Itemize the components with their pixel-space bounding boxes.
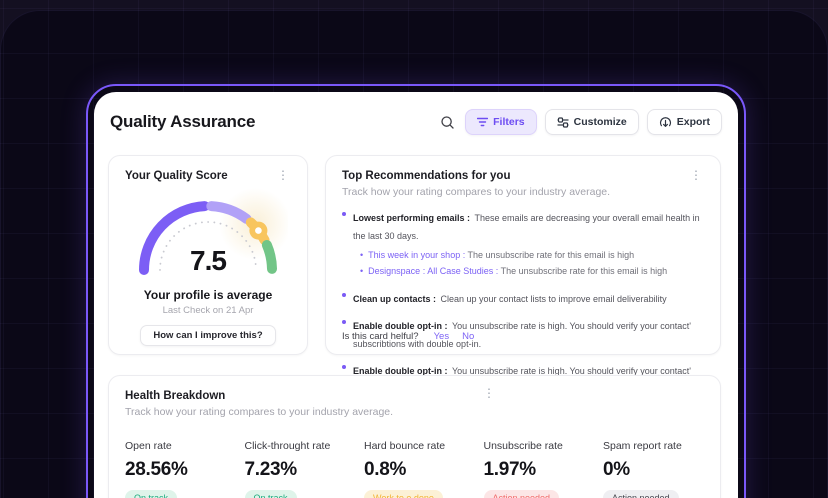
customize-button[interactable]: Customize bbox=[544, 109, 639, 135]
metric-value: 28.56% bbox=[125, 459, 188, 480]
dot-icon bbox=[360, 250, 368, 260]
page-title: Quality Assurance bbox=[110, 112, 256, 131]
card-feedback: Is this card helful? Yes No bbox=[342, 331, 474, 342]
recommendation-sublink: Designspace : All Case Studies : The uns… bbox=[360, 266, 704, 276]
feedback-yes-link[interactable]: Yes bbox=[433, 331, 450, 342]
health-breakdown-card: Health Breakdown Track how your rating c… bbox=[108, 375, 721, 498]
metric-label: Open rate bbox=[125, 440, 172, 452]
recommendations-title: Top Recommendations for you bbox=[342, 170, 511, 182]
filters-label: Filters bbox=[493, 116, 525, 128]
dot-icon bbox=[342, 320, 346, 324]
metric-label: Unsubscribe rate bbox=[483, 440, 563, 452]
health-title: Health Breakdown bbox=[125, 390, 226, 402]
recommendation-label: Lowest performing emails : bbox=[353, 213, 471, 223]
score-last-check: Last Check on 21 Apr bbox=[162, 305, 254, 316]
metric-value: 1.97% bbox=[483, 459, 537, 480]
recommendation-item: Clean up contacts : Clean up your contac… bbox=[342, 289, 704, 307]
email-link[interactable]: This week in your shop : bbox=[368, 250, 466, 260]
download-circle-icon bbox=[659, 116, 672, 129]
status-badge: On track bbox=[244, 490, 297, 498]
score-status: Your profile is average bbox=[143, 288, 273, 302]
recommendation-item: Lowest performing emails : These emails … bbox=[342, 208, 704, 244]
recommendations-menu-button[interactable] bbox=[688, 170, 704, 180]
score-gauge: 7.5 bbox=[125, 188, 291, 284]
status-badge: On track bbox=[125, 490, 178, 498]
recommendation-item: Enable double opt-in : You unsubscribe r… bbox=[342, 316, 704, 352]
recommendation-label: Enable double opt-in : bbox=[353, 366, 448, 376]
search-button[interactable] bbox=[438, 113, 457, 132]
metric-unsubscribe-rate: Unsubscribe rate 1.97% Action needed bbox=[483, 440, 604, 498]
recommendations-card: Top Recommendations for you Track how yo… bbox=[325, 155, 721, 394]
status-badge: Action needed bbox=[483, 490, 560, 498]
recommendations-subtitle: Track how your rating compares to your i… bbox=[342, 186, 611, 198]
recommendation-text: Clean up your contact lists to improve e… bbox=[440, 294, 667, 304]
metric-hard-bounce-rate: Hard bounce rate 0.8% Work to e done bbox=[364, 440, 484, 498]
metrics-row: Open rate 28.56% On track Click-throught… bbox=[125, 440, 704, 498]
dot-icon bbox=[342, 293, 346, 297]
recommendations-list: Lowest performing emails : These emails … bbox=[342, 208, 704, 397]
metric-label: Click-throught rate bbox=[244, 440, 331, 452]
filter-lines-icon bbox=[477, 117, 489, 127]
customize-label: Customize bbox=[573, 116, 627, 128]
recommendation-label: Enable double opt-in : bbox=[353, 321, 448, 331]
metric-value: 0.8% bbox=[364, 459, 407, 480]
dashboard-card: Quality Assurance Filters bbox=[94, 92, 738, 498]
sublink-text: The unsubscribe rate for this email is h… bbox=[467, 250, 635, 260]
improve-button[interactable]: How can I improve this? bbox=[140, 325, 276, 346]
metric-open-rate: Open rate 28.56% On track bbox=[125, 440, 245, 498]
metric-label: Spam report rate bbox=[603, 440, 682, 452]
recommendation-text: You unsubscribe rate is high. You should… bbox=[353, 321, 691, 349]
metric-label: Hard bounce rate bbox=[364, 440, 446, 452]
metric-click-through-rate: Click-throught rate 7.23% On track bbox=[244, 440, 365, 498]
email-link[interactable]: Designspace : All Case Studies : bbox=[368, 266, 499, 276]
filters-button[interactable]: Filters bbox=[465, 109, 537, 135]
sliders-icon bbox=[557, 116, 569, 128]
feedback-question: Is this card helful? bbox=[342, 331, 419, 342]
export-button[interactable]: Export bbox=[646, 109, 722, 135]
metric-value: 7.23% bbox=[244, 459, 298, 480]
dot-icon bbox=[342, 212, 346, 216]
recommendation-label: Clean up contacts : bbox=[353, 294, 437, 304]
header-bar: Quality Assurance Filters bbox=[110, 108, 722, 136]
score-value: 7.5 bbox=[190, 245, 227, 276]
health-subtitle: Track how your rating compares to your i… bbox=[125, 406, 394, 418]
health-menu-button[interactable] bbox=[481, 388, 497, 398]
status-badge: Work to e done bbox=[364, 490, 443, 498]
dashboard-outer-frame bbox=[86, 84, 746, 498]
metric-value: 0% bbox=[603, 459, 630, 480]
feedback-no-link[interactable]: No bbox=[462, 331, 475, 342]
quality-score-menu-button[interactable] bbox=[275, 170, 291, 180]
recommendation-text: These emails are decreasing your overall… bbox=[353, 213, 700, 241]
quality-score-title: Your Quality Score bbox=[125, 170, 228, 182]
export-label: Export bbox=[676, 116, 710, 128]
gauge-arc bbox=[139, 188, 288, 275]
search-icon bbox=[440, 115, 455, 130]
metric-spam-report-rate: Spam report rate 0% Action needed bbox=[603, 440, 723, 498]
dot-icon bbox=[360, 266, 368, 276]
header-actions: Filters Customize Export bbox=[438, 109, 722, 135]
sublink-text: The unsubscribe rate for this email is h… bbox=[500, 266, 668, 276]
recommendation-sublink: This week in your shop : The unsubscribe… bbox=[360, 250, 704, 260]
status-badge: Action needed bbox=[603, 490, 679, 498]
dot-icon bbox=[342, 365, 346, 369]
quality-score-card: Your Quality Score bbox=[108, 155, 308, 355]
